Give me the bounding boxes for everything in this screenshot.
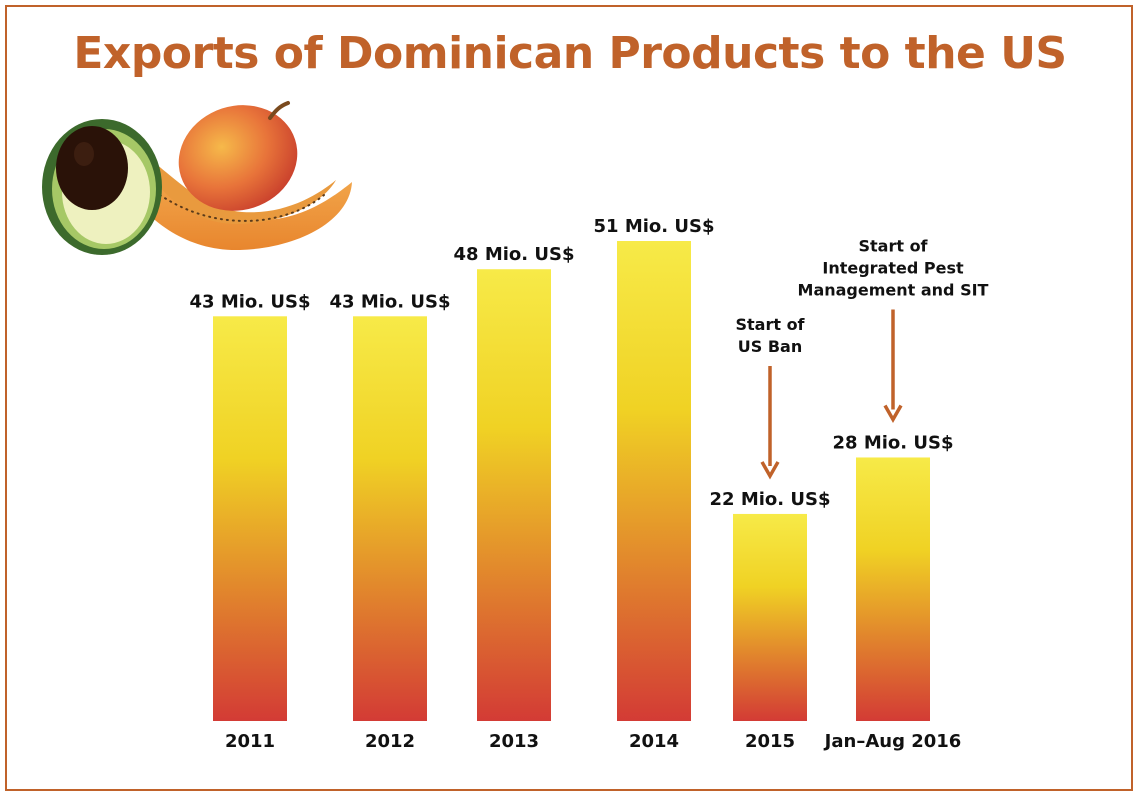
annotation-1-line-0: Start of: [858, 236, 928, 255]
category-label-2: 2013: [489, 731, 539, 752]
fruit-illustration: [42, 101, 352, 255]
avocado-icon: [42, 119, 162, 255]
category-label-0: 2011: [225, 731, 275, 752]
category-labels-group: 2011 2012 2013 2014 2015 Jan–Aug 2016: [225, 731, 961, 752]
bar-5: [856, 457, 930, 721]
mango-icon: [178, 101, 298, 211]
chart-title: Exports of Dominican Products to the US: [73, 28, 1067, 79]
annotation-1-line-1: Integrated Pest: [822, 258, 964, 277]
bar-1: [353, 316, 427, 721]
annotation-0-line-0: Start of: [735, 315, 805, 334]
bar-0: [213, 316, 287, 721]
annotation-0: Start of US Ban: [735, 315, 806, 480]
data-label-1: 43 Mio. US$: [330, 291, 451, 312]
data-label-4: 22 Mio. US$: [710, 489, 831, 510]
bar-4: [733, 513, 807, 721]
category-label-4: 2015: [745, 731, 795, 752]
annotation-0-arrow-head: [760, 461, 780, 480]
data-label-0: 43 Mio. US$: [190, 291, 311, 312]
annotation-0-line-1: US Ban: [738, 337, 802, 356]
category-label-3: 2014: [629, 731, 679, 752]
annotation-1-line-2: Management and SIT: [798, 280, 989, 299]
category-label-5: Jan–Aug 2016: [823, 731, 962, 752]
data-label-2: 48 Mio. US$: [454, 244, 575, 265]
data-labels-group: 43 Mio. US$ 43 Mio. US$ 48 Mio. US$ 51 Mio.…: [190, 216, 954, 510]
data-label-5: 28 Mio. US$: [833, 432, 954, 453]
bar-3: [617, 241, 691, 721]
bars-group: [213, 241, 930, 721]
category-label-1: 2012: [365, 731, 415, 752]
papaya-icon: [110, 140, 352, 251]
annotation-1: Start of Integrated Pest Management and SI…: [798, 236, 989, 423]
annotations-group: Start of US Ban Start of Integrated Pest Man…: [735, 236, 989, 480]
data-label-3: 51 Mio. US$: [594, 216, 715, 237]
bar-2: [477, 269, 551, 721]
annotation-1-arrow-head: [883, 404, 903, 423]
